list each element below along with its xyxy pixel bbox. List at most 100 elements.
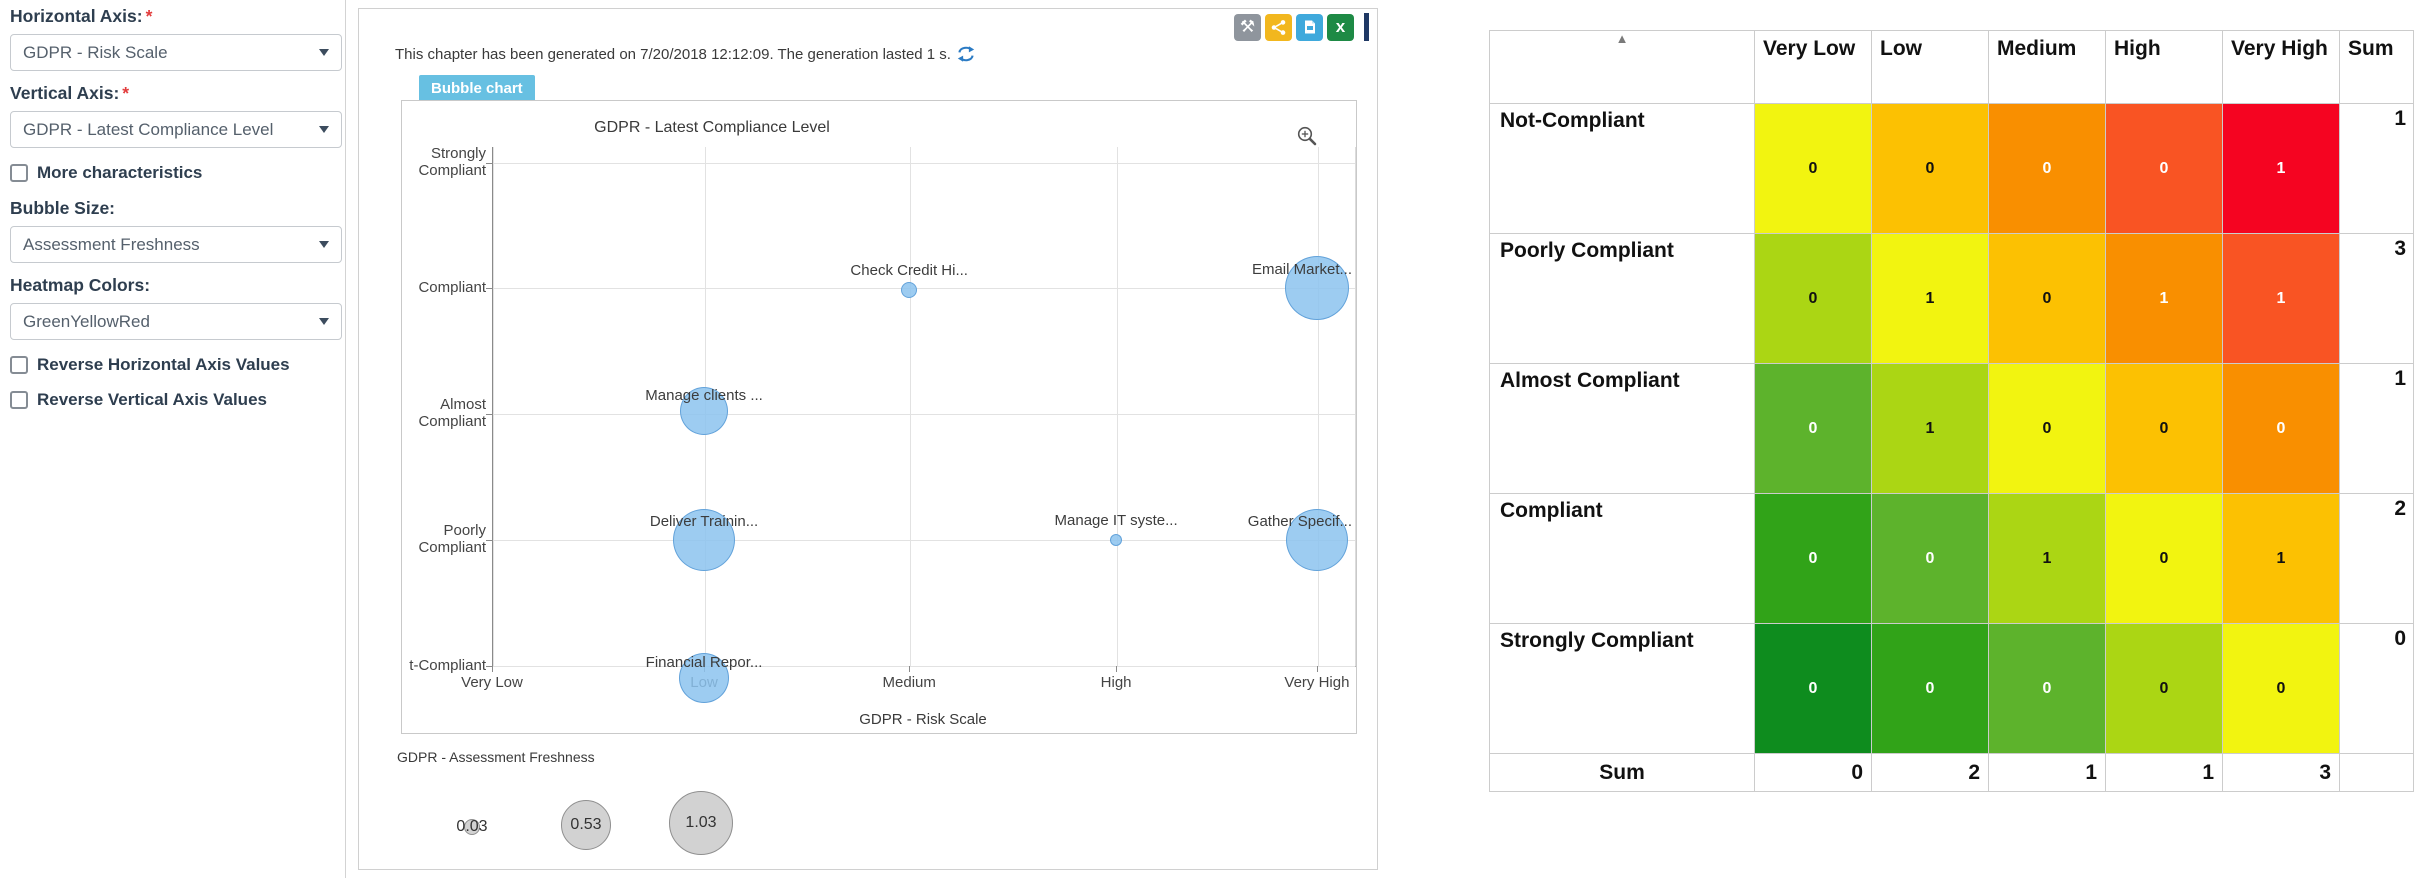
heatmap-sum-label: Sum	[1489, 753, 1755, 792]
chart-bubble[interactable]	[679, 653, 730, 703]
heatmap-cell[interactable]: 0	[2105, 363, 2223, 494]
chart-bubble[interactable]	[1110, 534, 1123, 547]
heatmap-colors-label: Heatmap Colors:	[10, 275, 151, 295]
y-tick-label: t-Compliant	[409, 656, 486, 674]
heatmap-row: Poorly Compliant 0 1 0 1 1 3	[1489, 233, 2414, 364]
heatmap-cell[interactable]: 0	[1988, 233, 2106, 364]
heatmap-cell[interactable]: 1	[1871, 363, 1989, 494]
heatmap-row-label: Strongly Compliant	[1489, 623, 1755, 754]
heatmap-cell[interactable]: 1	[2222, 103, 2340, 234]
reverse-horizontal-checkbox[interactable]	[10, 356, 28, 374]
x-tick-label: Medium	[882, 674, 936, 691]
heatmap-row: Compliant 0 0 1 0 1 2	[1489, 493, 2414, 624]
heatmap-row-label: Poorly Compliant	[1489, 233, 1755, 364]
size-legend-bubble	[464, 819, 480, 835]
heatmap-column-header: Very Low	[1754, 30, 1872, 104]
reverse-vertical-label: Reverse Vertical Axis Values	[37, 390, 267, 409]
heatmap-row-sum: 0	[2339, 623, 2414, 754]
chart-title: GDPR - Latest Compliance Level	[594, 119, 830, 136]
heatmap-cell[interactable]: 1	[1871, 233, 1989, 364]
reverse-horizontal-label: Reverse Horizontal Axis Values	[37, 355, 290, 374]
sidebar: Horizontal Axis: * GDPR - Risk Scale Vert…	[10, 4, 342, 425]
v-gridline	[1317, 147, 1319, 666]
horizontal-axis-select[interactable]: GDPR - Risk Scale	[10, 34, 342, 71]
heatmap-cell[interactable]: 0	[2105, 623, 2223, 754]
document-export-icon[interactable]	[1296, 13, 1323, 41]
chevron-down-icon	[319, 126, 329, 133]
heatmap-cell[interactable]: 1	[1988, 493, 2106, 624]
heatmap-cell[interactable]: 0	[2105, 103, 2223, 234]
size-legend-bubble	[669, 791, 733, 855]
v-gridline	[1117, 147, 1119, 666]
heatmap-cell[interactable]: 0	[1871, 493, 1989, 624]
h-gridline	[493, 666, 1355, 667]
heatmap-column-sum: 3	[2222, 753, 2340, 792]
more-characteristics-checkbox[interactable]	[10, 164, 28, 182]
chevron-down-icon	[319, 49, 329, 56]
bubble-size-label: Bubble Size:	[10, 198, 116, 218]
heatmap-column-sum: 1	[1988, 753, 2106, 792]
chart-bubble[interactable]	[673, 509, 736, 572]
size-legend: GDPR - Assessment Freshness 0.03 0.53 1.03	[397, 749, 817, 867]
share-icon[interactable]	[1265, 13, 1292, 41]
size-legend-bubble	[561, 800, 611, 850]
heatmap-table-wrap: ▲ Very Low Low Medium High Very High Sum Not-Co…	[1489, 30, 2414, 792]
heatmap-cell[interactable]: 1	[2105, 233, 2223, 364]
heatmap-row: Not-Compliant 0 0 0 0 1 1	[1489, 103, 2414, 234]
heatmap-cell[interactable]: 1	[2222, 233, 2340, 364]
heatmap-cell[interactable]: 0	[1754, 103, 1872, 234]
x-tick-mark	[492, 666, 493, 672]
h-gridline	[493, 288, 1355, 290]
more-characteristics-label: More characteristics	[37, 163, 203, 182]
heatmap-cell[interactable]: 0	[1988, 103, 2106, 234]
horizontal-axis-selected-value: GDPR - Risk Scale	[23, 42, 168, 62]
heatmap-sort-arrow[interactable]: ▲	[1489, 30, 1755, 104]
heatmap-cell[interactable]: 0	[1871, 103, 1989, 234]
report-panel: ⚒ x This chapter has been generated on 7	[358, 8, 1378, 870]
panel-scrollbar	[1364, 13, 1369, 41]
heatmap-cell[interactable]: 0	[1754, 623, 1872, 754]
chart-bubble[interactable]	[1285, 509, 1348, 572]
heatmap-cell[interactable]: 0	[1754, 493, 1872, 624]
vertical-axis-selected-value: GDPR - Latest Compliance Level	[23, 119, 274, 139]
reverse-vertical-checkbox[interactable]	[10, 391, 28, 409]
heatmap-cell[interactable]: 0	[1988, 623, 2106, 754]
vertical-axis-select[interactable]: GDPR - Latest Compliance Level	[10, 111, 342, 148]
reverse-horizontal-row: Reverse Horizontal Axis Values	[10, 355, 342, 375]
generation-status-text: This chapter has been generated on 7/20/…	[395, 45, 951, 63]
heatmap-cell[interactable]: 0	[2222, 363, 2340, 494]
x-tick-label: Very Low	[461, 674, 523, 691]
heatmap-row-sum: 2	[2339, 493, 2414, 624]
heatmap-cell[interactable]: 0	[2105, 493, 2223, 624]
chart-bubble[interactable]	[680, 387, 729, 436]
heatmap-cell[interactable]: 0	[1754, 363, 1872, 494]
refresh-icon[interactable]	[956, 45, 976, 63]
bubble-chart-container: GDPR - Latest Compliance Level Strongly …	[401, 100, 1357, 734]
chart-bubble[interactable]	[1284, 256, 1349, 321]
chart-bubble[interactable]	[901, 282, 918, 299]
heatmap-column-sum: 2	[1871, 753, 1989, 792]
heatmap-row: Almost Compliant 0 1 0 0 0 1	[1489, 363, 2414, 494]
tools-icon[interactable]: ⚒	[1234, 13, 1261, 41]
heatmap-cell[interactable]: 1	[2222, 493, 2340, 624]
heatmap-column-header: Sum	[2339, 30, 2414, 104]
heatmap-cell[interactable]: 0	[1988, 363, 2106, 494]
vertical-axis-label: Vertical Axis: *	[10, 83, 130, 103]
bubble-size-selected-value: Assessment Freshness	[23, 234, 200, 254]
bubble-size-select[interactable]: Assessment Freshness	[10, 226, 342, 263]
heatmap-colors-selected-value: GreenYellowRed	[23, 311, 150, 331]
heatmap-row-label: Not-Compliant	[1489, 103, 1755, 234]
y-tick-mark	[486, 162, 492, 164]
y-tick-label: Strongly Compliant	[418, 144, 486, 179]
heatmap-colors-select[interactable]: GreenYellowRed	[10, 303, 342, 340]
heatmap-column-header: Low	[1871, 30, 1989, 104]
magnifier-zoom-icon[interactable]	[1296, 125, 1318, 147]
heatmap-cell[interactable]: 0	[1754, 233, 1872, 364]
heatmap-cell[interactable]: 0	[2222, 623, 2340, 754]
x-tick-mark	[1116, 666, 1118, 672]
x-tick-label: High	[1100, 674, 1132, 691]
more-characteristics-row: More characteristics	[10, 163, 342, 183]
tab-bubble-chart[interactable]: Bubble chart	[419, 75, 535, 102]
excel-export-icon[interactable]: x	[1327, 13, 1354, 41]
heatmap-cell[interactable]: 0	[1871, 623, 1989, 754]
